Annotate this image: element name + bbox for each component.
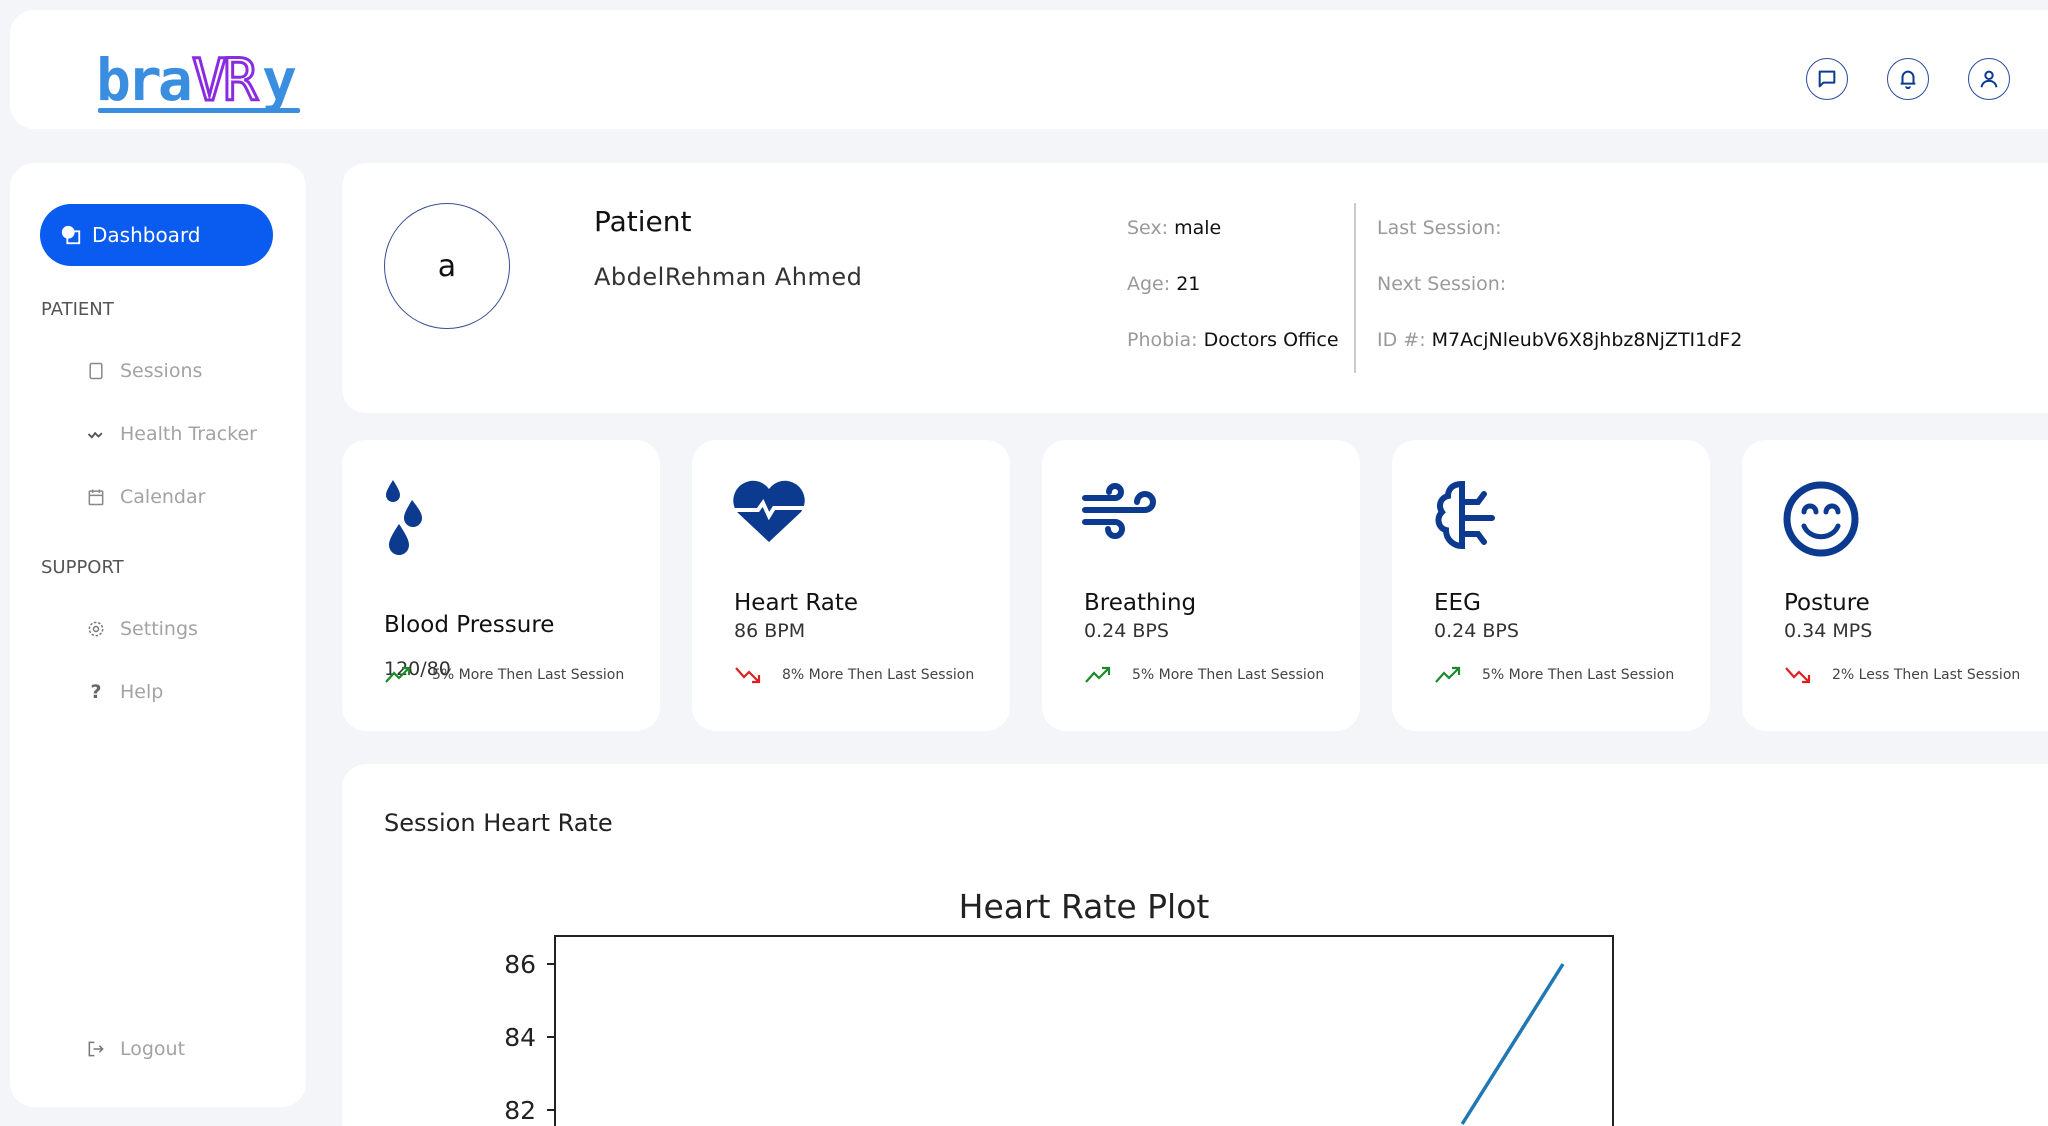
metric-value: 0.24 BPS — [1084, 620, 1169, 642]
avatar: a — [384, 203, 510, 329]
heart-rate-line — [1460, 963, 1565, 1125]
dashboard-icon — [61, 225, 81, 245]
id-field: ID #: M7AcjNleubV6X8jhbz8NjZTI1dF2 — [1377, 329, 1743, 351]
y-tick-label: 82 — [504, 1096, 536, 1125]
logout-icon — [88, 1041, 104, 1057]
bravry-logo[interactable]: bra VR y — [96, 44, 302, 118]
smile-icon — [1782, 480, 1860, 562]
section-title: Session Heart Rate — [384, 809, 613, 837]
svg-text:bra: bra — [96, 46, 190, 114]
section-label-support: SUPPORT — [41, 557, 124, 578]
trend-up-icon — [1435, 666, 1461, 683]
logout-button[interactable]: Logout — [86, 1038, 185, 1060]
y-tick-label: 84 — [504, 1023, 536, 1052]
metric-value: 86 BPM — [734, 620, 806, 642]
metric-trend: 5% More Then Last Session — [384, 666, 624, 684]
sex-field: Sex: male — [1127, 217, 1222, 239]
trend-text: 2% Less Then Last Session — [1832, 667, 2021, 683]
profile-button[interactable] — [1968, 58, 2010, 100]
age-field: Age: 21 — [1127, 273, 1201, 295]
sidebar-item-calendar[interactable]: Calendar — [86, 486, 205, 508]
question-icon: ? — [90, 681, 102, 703]
metric-title: Heart Rate — [734, 590, 859, 616]
sidebar-item-label: Help — [120, 681, 164, 703]
gear-icon — [88, 621, 104, 637]
sidebar-item-label: Health Tracker — [120, 423, 257, 445]
metric-card-breathing[interactable]: Breathing 0.24 BPS 5% More Then Last Ses… — [1042, 440, 1360, 731]
metric-title: Blood Pressure — [384, 612, 555, 638]
sidebar-item-health-tracker[interactable]: Health Tracker — [86, 423, 257, 445]
sidebar-item-sessions[interactable]: Sessions — [86, 360, 202, 382]
sidebar-item-dashboard[interactable]: Dashboard — [40, 204, 273, 266]
drops-icon — [382, 480, 428, 572]
user-icon — [1980, 70, 1998, 88]
sidebar-item-help[interactable]: ? Help — [86, 681, 163, 703]
trend-text: 5% More Then Last Session — [1132, 667, 1325, 683]
patient-card: a Patient AbdelRehman Ahmed Sex: male Ag… — [342, 163, 2048, 413]
sidebar-item-label: Calendar — [120, 486, 206, 508]
wind-icon — [1082, 480, 1158, 544]
sidebar-item-label: Sessions — [120, 360, 203, 382]
metric-value: 0.24 BPS — [1434, 620, 1519, 642]
pulse-icon — [87, 431, 103, 439]
metric-trend: 8% More Then Last Session — [734, 666, 974, 684]
messages-button[interactable] — [1806, 58, 1848, 100]
trend-up-icon — [1085, 666, 1111, 683]
plot-axes — [554, 935, 1614, 1126]
next-session-field: Next Session: — [1377, 273, 1507, 295]
metric-card-eeg[interactable]: EEG 0.24 BPS 5% More Then Last Session — [1392, 440, 1710, 731]
trend-text: 5% More Then Last Session — [1482, 667, 1675, 683]
calendar-icon — [88, 489, 104, 506]
metric-trend: 5% More Then Last Session — [1434, 666, 1674, 684]
y-tick-label: 86 — [504, 950, 536, 979]
svg-text:y: y — [262, 46, 297, 114]
notifications-button[interactable] — [1887, 58, 1929, 100]
heart-rate-plot: Heart Rate Plot 82 84 86 — [504, 887, 1614, 1126]
metric-card-heart-rate[interactable]: Heart Rate 86 BPM 8% More Then Last Sess… — [692, 440, 1010, 731]
trend-text: 8% More Then Last Session — [782, 667, 975, 683]
metric-card-posture[interactable]: Posture 0.34 MPS 2% Less Then Last Sessi… — [1742, 440, 2048, 731]
metric-title: Posture — [1784, 590, 1870, 616]
metric-title: EEG — [1434, 590, 1481, 616]
trend-up-icon — [385, 666, 411, 683]
last-session-field: Last Session: — [1377, 217, 1502, 239]
trend-down-icon — [735, 667, 761, 684]
brain-circuit-icon — [1432, 480, 1502, 560]
metric-title: Breathing — [1084, 590, 1197, 616]
message-icon — [1818, 70, 1836, 88]
metric-card-blood-pressure[interactable]: Blood Pressure 120/80 5% More Then Last … — [342, 440, 660, 731]
sidebar: Dashboard PATIENT Sessions Health Tracke… — [10, 163, 306, 1107]
top-header: bra VR y — [10, 10, 2048, 129]
sidebar-item-label: Dashboard — [92, 223, 201, 247]
section-label-patient: PATIENT — [41, 299, 114, 320]
logout-label: Logout — [120, 1038, 186, 1060]
chart-title: Heart Rate Plot — [959, 887, 1210, 926]
sidebar-item-label: Settings — [120, 618, 198, 640]
heart-pulse-icon — [732, 480, 806, 546]
phobia-field: Phobia: Doctors Office — [1127, 329, 1339, 351]
metric-value: 0.34 MPS — [1784, 620, 1873, 642]
trend-down-icon — [1785, 667, 1811, 684]
sidebar-item-settings[interactable]: Settings — [86, 618, 198, 640]
tablet-icon — [89, 362, 103, 380]
metric-trend: 2% Less Then Last Session — [1784, 666, 2020, 684]
metric-trend: 5% More Then Last Session — [1084, 666, 1324, 684]
bell-icon — [1900, 70, 1916, 90]
metric-value: 120/80 — [384, 658, 451, 680]
session-heart-rate-card: Session Heart Rate Heart Rate Plot 82 84 8… — [342, 764, 2048, 1126]
patient-title: Patient — [594, 205, 692, 238]
trend-text: 5% More Then Last Session — [432, 667, 625, 683]
svg-text:VR: VR — [192, 46, 258, 114]
divider — [1354, 203, 1356, 373]
patient-name: AbdelRehman Ahmed — [594, 263, 863, 291]
